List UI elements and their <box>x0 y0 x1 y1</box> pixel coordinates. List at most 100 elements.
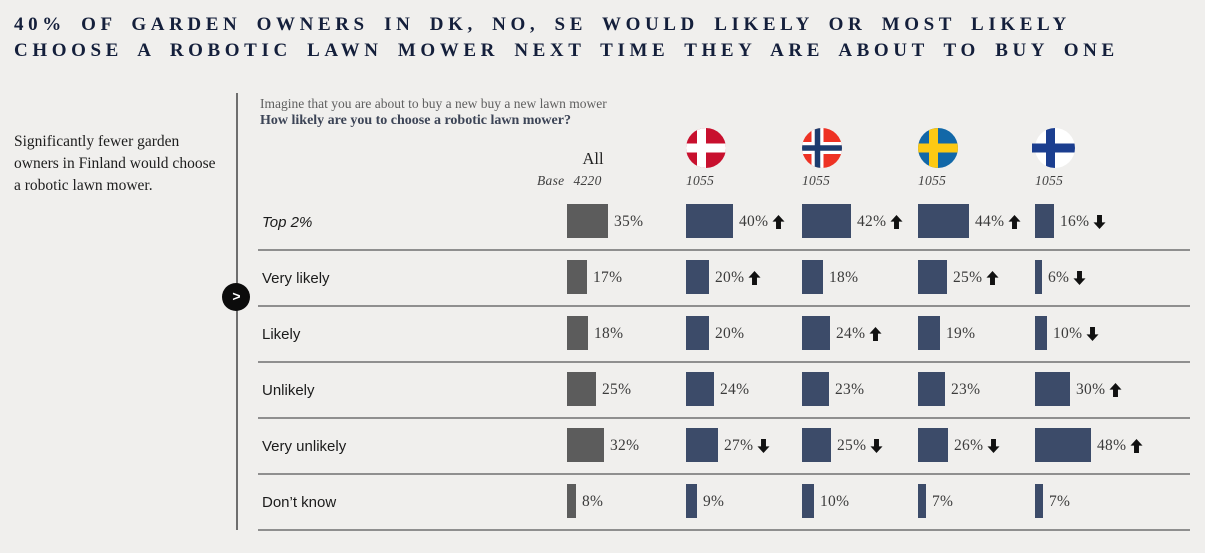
value-label: 32% <box>610 418 639 474</box>
arrow-down-icon <box>757 439 770 453</box>
value-label: 40% <box>739 194 785 250</box>
bar-dk <box>686 204 733 238</box>
base-value-dk: 1055 <box>686 173 715 188</box>
value-label: 7% <box>1049 474 1070 530</box>
bar-fi <box>1035 484 1043 518</box>
bar-fi <box>1035 204 1054 238</box>
bar-no <box>802 260 823 294</box>
row-label: Top 2% <box>262 213 313 231</box>
value-label: 10% <box>1053 306 1099 362</box>
value-text: 20% <box>715 325 745 342</box>
value-text: 8% <box>582 493 604 510</box>
value-text: 42% <box>857 213 887 230</box>
bar-dk <box>686 372 714 406</box>
value-text: 35% <box>614 213 644 230</box>
row-label: Very unlikely <box>262 437 347 455</box>
arrow-up-icon <box>772 215 785 229</box>
value-text: 9% <box>703 493 725 510</box>
value-label: 27% <box>724 418 770 474</box>
bar-all <box>567 484 576 518</box>
value-label: 23% <box>951 362 980 418</box>
flag-denmark-icon <box>686 128 726 173</box>
bar-dk <box>686 428 718 462</box>
page-title: 40% OF GARDEN OWNERS IN DK, NO, SE WOULD… <box>14 12 1199 64</box>
page-title-line1: 40% OF GARDEN OWNERS IN DK, NO, SE WOULD… <box>14 14 1071 35</box>
value-text: 7% <box>932 493 954 510</box>
bar-all <box>567 316 588 350</box>
value-label: 18% <box>829 250 858 306</box>
bar-se <box>918 372 945 406</box>
value-label: 35% <box>614 194 643 250</box>
value-label: 6% <box>1048 250 1086 306</box>
value-label: 48% <box>1097 418 1143 474</box>
arrow-up-icon <box>1109 383 1122 397</box>
value-text: 16% <box>1060 213 1090 230</box>
bar-all <box>567 260 587 294</box>
base-value-se: 1055 <box>918 173 947 188</box>
value-label: 7% <box>932 474 953 530</box>
value-label: 44% <box>975 194 1021 250</box>
value-text: 19% <box>946 325 976 342</box>
arrow-down-icon <box>1093 215 1106 229</box>
base-label: Base 4220 <box>537 173 602 189</box>
row-separator <box>258 305 1190 307</box>
flag-finland-icon <box>1032 128 1075 173</box>
row-separator <box>258 473 1190 475</box>
bar-se <box>918 484 926 518</box>
bar-all <box>567 428 604 462</box>
value-text: 18% <box>829 269 859 286</box>
row-label: Unlikely <box>262 381 315 399</box>
bar-no <box>802 204 851 238</box>
page-title-line2: CHOOSE A ROBOTIC LAWN MOWER NEXT TIME TH… <box>14 40 1119 61</box>
value-label: 25% <box>953 250 999 306</box>
arrow-up-icon <box>748 271 761 285</box>
value-text: 26% <box>954 437 984 454</box>
value-text: 18% <box>594 325 624 342</box>
bar-dk <box>686 260 709 294</box>
value-text: 24% <box>836 325 866 342</box>
next-button[interactable]: > <box>222 283 250 311</box>
arrow-down-icon <box>870 439 883 453</box>
arrow-down-icon <box>987 439 1000 453</box>
value-text: 10% <box>1053 325 1083 342</box>
value-text: 25% <box>837 437 867 454</box>
arrow-up-icon <box>1130 439 1143 453</box>
side-note: Significantly fewer garden owners in Fin… <box>14 133 216 194</box>
question-intro: Imagine that you are about to buy a new … <box>260 96 607 111</box>
value-text: 7% <box>1049 493 1071 510</box>
base-value-all: 4220 <box>573 173 602 188</box>
value-text: 48% <box>1097 437 1127 454</box>
row-separator <box>258 361 1190 363</box>
bar-fi <box>1035 372 1070 406</box>
row-separator <box>258 417 1190 419</box>
bar-dk <box>686 484 697 518</box>
question-main: How likely are you to choose a robotic l… <box>260 113 571 128</box>
bar-no <box>802 372 829 406</box>
value-label: 16% <box>1060 194 1106 250</box>
vertical-divider <box>236 93 238 530</box>
value-label: 10% <box>820 474 849 530</box>
row-label: Likely <box>262 325 301 343</box>
bar-se <box>918 204 969 238</box>
value-text: 10% <box>820 493 850 510</box>
bar-fi <box>1035 428 1091 462</box>
bar-fi <box>1035 260 1042 294</box>
bar-no <box>802 484 814 518</box>
value-text: 23% <box>951 381 981 398</box>
arrow-up-icon <box>1008 215 1021 229</box>
value-text: 30% <box>1076 381 1106 398</box>
bar-all <box>567 204 608 238</box>
row-label: Very likely <box>262 269 330 287</box>
value-text: 25% <box>602 381 632 398</box>
bar-fi <box>1035 316 1047 350</box>
flag-sweden-icon <box>918 128 958 173</box>
arrow-up-icon <box>986 271 999 285</box>
base-value-no: 1055 <box>802 173 831 188</box>
flag-norway-icon <box>802 128 842 173</box>
value-label: 24% <box>720 362 749 418</box>
value-label: 17% <box>593 250 622 306</box>
arrow-down-icon <box>1073 271 1086 285</box>
value-label: 8% <box>582 474 603 530</box>
value-text: 17% <box>593 269 623 286</box>
arrow-down-icon <box>1086 327 1099 341</box>
